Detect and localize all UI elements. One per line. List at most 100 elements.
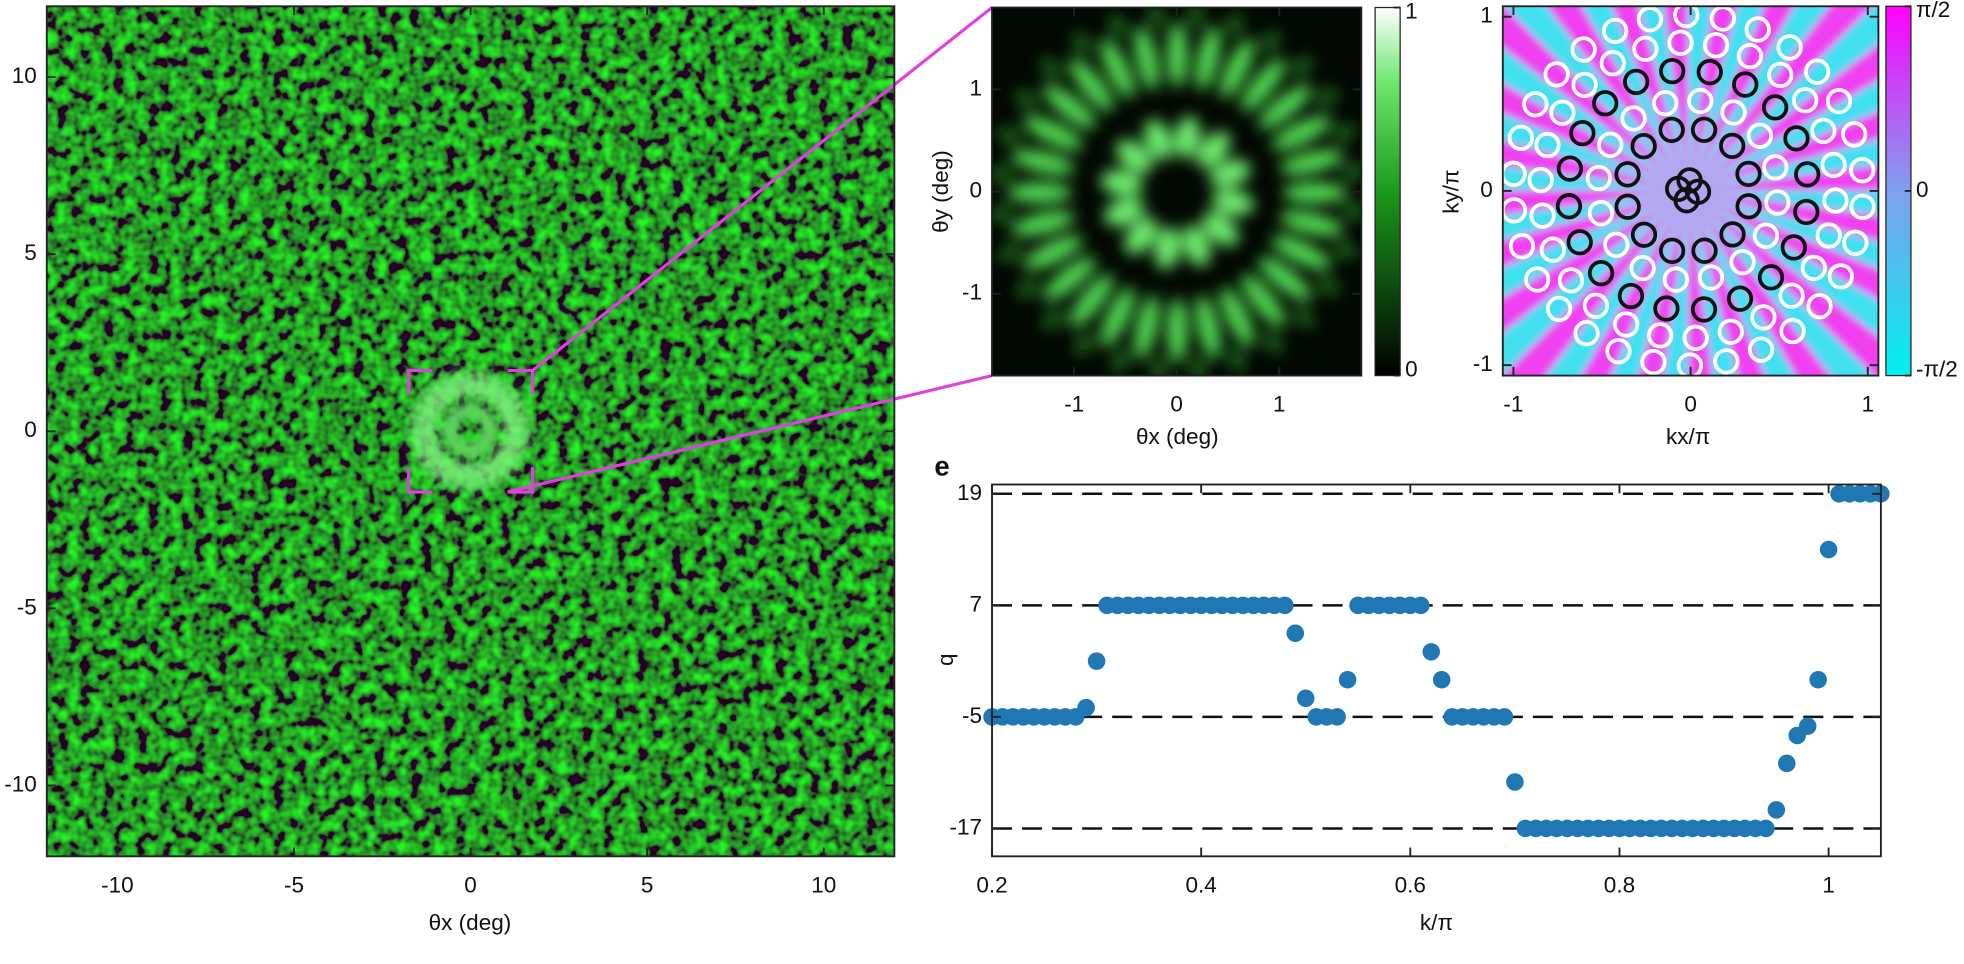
ring-marker bbox=[1647, 322, 1674, 349]
ring-marker bbox=[1767, 61, 1794, 88]
ring-marker bbox=[1566, 229, 1593, 256]
y-tick-label: 0 bbox=[969, 178, 982, 203]
y-tick-label: 10 bbox=[12, 63, 37, 88]
ring-marker bbox=[1587, 200, 1615, 227]
x-tick-label: 1 bbox=[1861, 392, 1874, 417]
blob bbox=[1271, 116, 1332, 150]
wedge bbox=[1502, 190, 1689, 240]
x-tick-label: 1 bbox=[1822, 872, 1835, 897]
ring-marker bbox=[1803, 58, 1831, 85]
wedge bbox=[1688, 139, 1879, 191]
blob bbox=[1196, 131, 1231, 168]
blob bbox=[465, 368, 475, 399]
x-tick-label: 0.8 bbox=[1604, 872, 1635, 897]
ring-marker bbox=[1549, 99, 1576, 126]
ring-marker bbox=[1603, 231, 1630, 258]
ring-marker bbox=[1752, 222, 1780, 249]
blob bbox=[407, 426, 438, 436]
blob bbox=[495, 391, 520, 411]
y-tick-label: 5 bbox=[24, 240, 37, 265]
ring-marker bbox=[1713, 348, 1740, 375]
blob bbox=[446, 415, 460, 426]
ring-marker bbox=[1822, 187, 1849, 214]
x-tick-label: 0.6 bbox=[1395, 872, 1426, 897]
blob bbox=[1315, 87, 1339, 107]
blob bbox=[1279, 211, 1344, 236]
ring-marker bbox=[1507, 124, 1535, 152]
ring-marker bbox=[1658, 116, 1685, 144]
ring-marker bbox=[1729, 248, 1756, 276]
ring-marker bbox=[1573, 320, 1600, 347]
blob bbox=[1332, 124, 1357, 142]
point bbox=[1286, 624, 1305, 642]
phase-image bbox=[1502, 6, 1879, 376]
ring-marker bbox=[1690, 296, 1718, 323]
point bbox=[1328, 708, 1346, 726]
blob bbox=[1043, 256, 1096, 301]
blob bbox=[475, 440, 486, 455]
blob bbox=[413, 443, 441, 459]
ring-marker bbox=[1527, 166, 1554, 194]
point bbox=[1422, 643, 1440, 661]
ring-marker bbox=[1555, 193, 1583, 220]
blob bbox=[1261, 30, 1280, 53]
ring-marker bbox=[1524, 266, 1551, 293]
point bbox=[1296, 689, 1315, 708]
x-tick-label: 0 bbox=[464, 872, 477, 897]
y-tick-label: -5 bbox=[962, 703, 982, 728]
blob bbox=[1341, 163, 1362, 180]
blob bbox=[463, 403, 472, 419]
blob bbox=[1293, 307, 1315, 328]
blob bbox=[1023, 116, 1083, 150]
wedge bbox=[1688, 190, 1879, 270]
ring-marker bbox=[1605, 337, 1632, 365]
blob bbox=[996, 127, 1022, 144]
ring-marker bbox=[1522, 91, 1549, 118]
zoom-pattern bbox=[992, 7, 1362, 376]
ring-marker bbox=[1617, 282, 1645, 310]
blob bbox=[1317, 277, 1340, 296]
ring-marker bbox=[1597, 131, 1624, 158]
blob bbox=[1144, 119, 1172, 161]
x-tick-label: 5 bbox=[641, 872, 654, 897]
ring-marker bbox=[1502, 197, 1528, 224]
blob bbox=[1069, 274, 1114, 327]
blob bbox=[430, 381, 451, 406]
ring-marker bbox=[1764, 189, 1791, 216]
blob bbox=[489, 455, 510, 480]
ring-marker bbox=[1539, 236, 1566, 263]
ring-marker bbox=[1690, 116, 1718, 143]
ring-marker bbox=[1717, 318, 1744, 345]
ring-marker bbox=[1747, 336, 1775, 363]
y-axis-label: ky/π bbox=[1439, 169, 1464, 213]
point bbox=[1087, 652, 1106, 670]
y-tick-label: 0 bbox=[1480, 177, 1493, 202]
blob bbox=[413, 402, 441, 418]
ring-marker bbox=[1682, 324, 1709, 351]
x-axis-label: kx/π bbox=[1666, 424, 1710, 449]
blob bbox=[1167, 297, 1188, 364]
blob bbox=[478, 438, 491, 451]
blob bbox=[1202, 212, 1239, 246]
ring-marker bbox=[1815, 222, 1842, 249]
ring-marker bbox=[1614, 161, 1641, 188]
point bbox=[1778, 754, 1796, 773]
ring-marker bbox=[1557, 267, 1585, 294]
ring-marker bbox=[1735, 160, 1762, 188]
point bbox=[1276, 596, 1294, 615]
blob bbox=[1134, 295, 1159, 359]
colorbar bbox=[1374, 6, 1401, 377]
ring-marker bbox=[1792, 87, 1819, 114]
axes-frame bbox=[991, 483, 1882, 858]
blob bbox=[997, 244, 1023, 262]
wedge bbox=[1688, 111, 1879, 191]
blob bbox=[1100, 287, 1135, 347]
ring-marker bbox=[1761, 94, 1789, 121]
ring-marker bbox=[1720, 99, 1747, 126]
ring-marker bbox=[1820, 151, 1847, 179]
wedge bbox=[1581, 190, 1689, 376]
blob bbox=[482, 374, 499, 402]
ring-marker bbox=[1736, 42, 1764, 70]
blob bbox=[1115, 139, 1153, 174]
